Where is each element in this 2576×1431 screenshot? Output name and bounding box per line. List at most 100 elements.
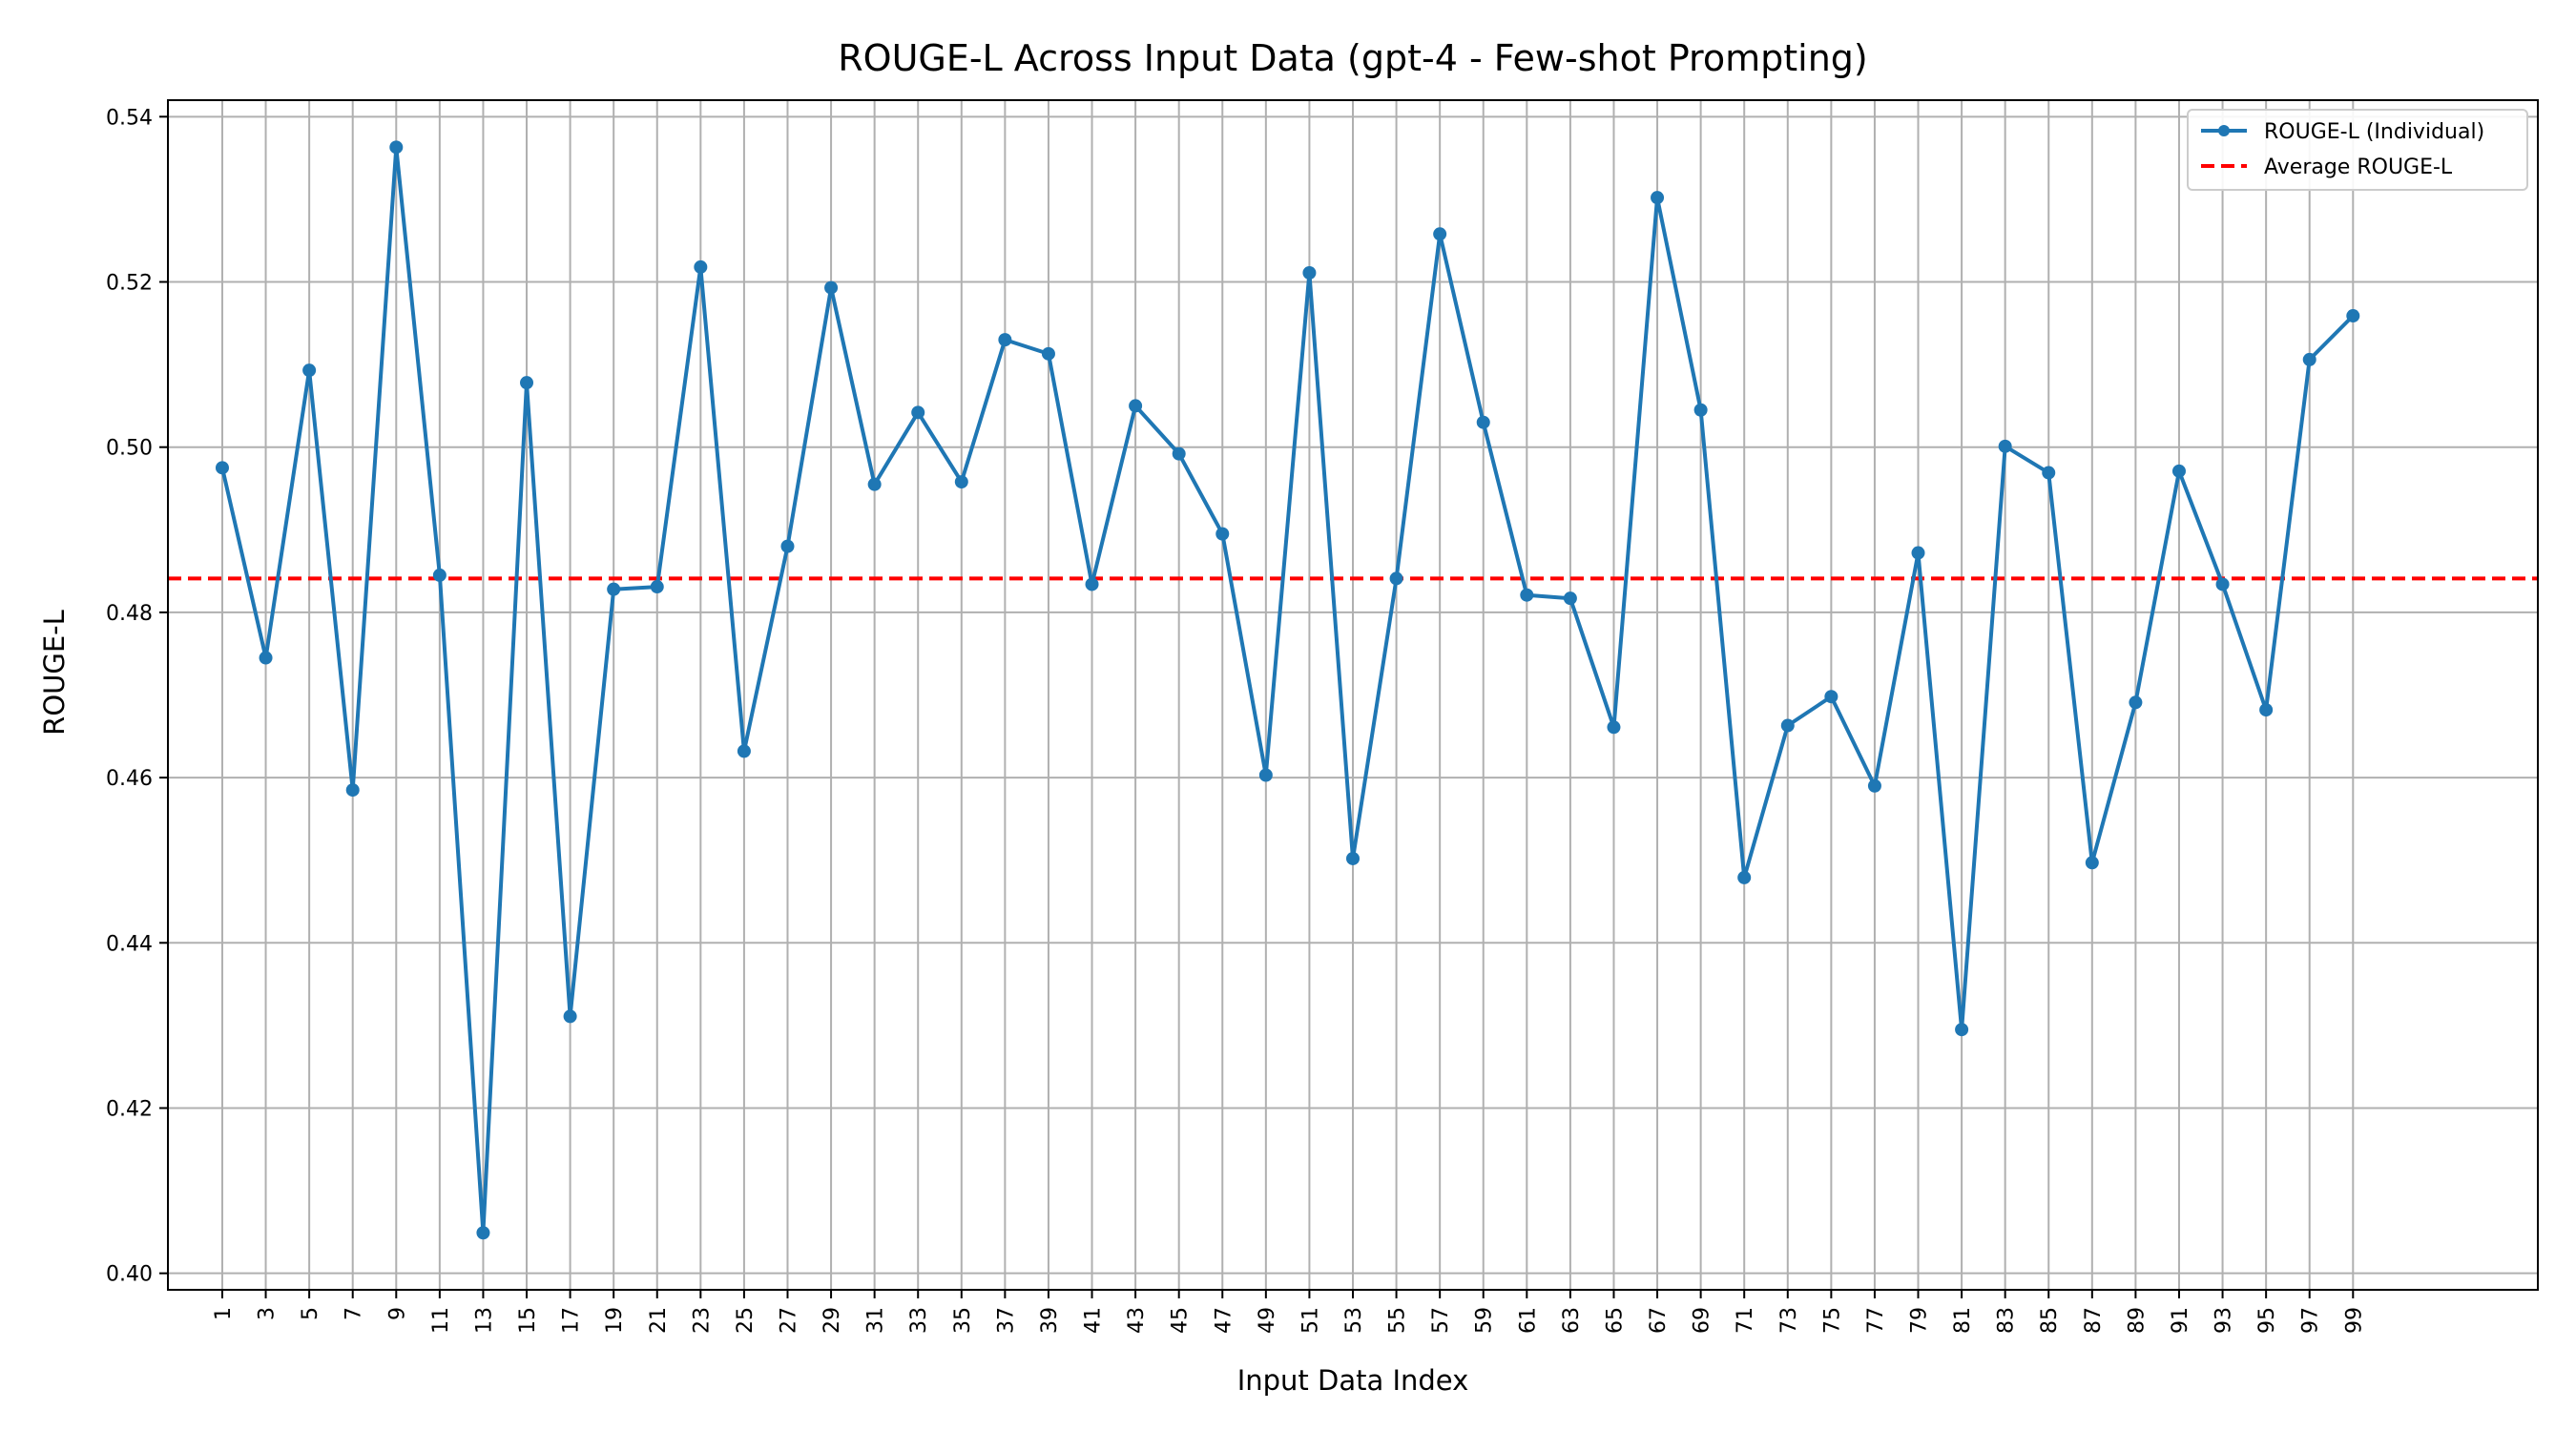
x-tick-label: 13 bbox=[472, 1307, 496, 1334]
data-point bbox=[2346, 309, 2360, 323]
x-tick-label: 71 bbox=[1734, 1307, 1757, 1334]
x-tick-label: 61 bbox=[1516, 1307, 1540, 1334]
x-tick-label: 91 bbox=[2169, 1307, 2192, 1334]
data-point bbox=[2085, 856, 2099, 870]
x-tick-label: 75 bbox=[1820, 1307, 1844, 1334]
legend: ROUGE-L (Individual) Average ROUGE-L bbox=[2187, 109, 2528, 191]
x-tick-label: 57 bbox=[1429, 1307, 1453, 1334]
data-point bbox=[259, 651, 273, 665]
data-point bbox=[1651, 191, 1665, 205]
x-tick-label: 1 bbox=[212, 1307, 236, 1320]
x-tick-label: 79 bbox=[1908, 1307, 1932, 1334]
x-tick-label: 59 bbox=[1473, 1307, 1497, 1334]
x-tick-label: 39 bbox=[1038, 1307, 1062, 1334]
data-point bbox=[2171, 464, 2186, 478]
y-tick-label: 0.42 bbox=[106, 1097, 153, 1121]
data-point bbox=[867, 477, 882, 491]
data-point bbox=[520, 376, 534, 390]
x-tick-label: 19 bbox=[603, 1307, 627, 1334]
data-point bbox=[2129, 695, 2143, 710]
x-tick-label: 31 bbox=[864, 1307, 888, 1334]
x-tick-label: 9 bbox=[385, 1307, 409, 1320]
x-tick-label: 15 bbox=[516, 1307, 540, 1334]
x-tick-label: 65 bbox=[1603, 1307, 1627, 1334]
data-point bbox=[1476, 415, 1490, 429]
data-point bbox=[824, 280, 839, 295]
data-point bbox=[1867, 778, 1881, 793]
y-tick-label: 0.46 bbox=[106, 767, 153, 791]
x-tick-label: 89 bbox=[2125, 1307, 2149, 1334]
x-tick-label: 3 bbox=[256, 1307, 280, 1320]
y-tick-label: 0.48 bbox=[106, 602, 153, 626]
data-point bbox=[1215, 527, 1230, 541]
data-point bbox=[911, 405, 925, 420]
x-tick-label: 87 bbox=[2082, 1307, 2106, 1334]
x-tick-label: 73 bbox=[1777, 1307, 1801, 1334]
legend-individual-marker bbox=[2218, 125, 2230, 136]
data-point bbox=[1129, 399, 1143, 413]
data-point bbox=[607, 582, 621, 596]
x-tick-label: 25 bbox=[734, 1307, 758, 1334]
x-tick-label: 69 bbox=[1691, 1307, 1714, 1334]
data-point bbox=[1346, 851, 1360, 865]
data-point bbox=[737, 744, 751, 758]
x-tick-label: 23 bbox=[690, 1307, 714, 1334]
data-point bbox=[563, 1009, 577, 1024]
x-tick-label: 53 bbox=[1342, 1307, 1366, 1334]
data-point bbox=[476, 1226, 490, 1240]
data-point bbox=[650, 580, 664, 594]
data-point bbox=[2215, 577, 2230, 591]
data-point bbox=[1998, 439, 2012, 453]
x-tick-label: 97 bbox=[2299, 1307, 2323, 1334]
x-ticks: 1 3 5 7 9 11 13 15 17 19 21 23 25 27 29 31 33 35 37 39 41 43 4… bbox=[212, 1290, 2366, 1334]
x-tick-label: 85 bbox=[2038, 1307, 2062, 1334]
x-tick-label: 51 bbox=[1298, 1307, 1322, 1334]
data-point bbox=[1041, 346, 1055, 361]
data-point bbox=[389, 140, 404, 155]
x-tick-label: 49 bbox=[1256, 1307, 1279, 1334]
x-tick-label: 93 bbox=[2212, 1307, 2236, 1334]
series-layer bbox=[215, 140, 2360, 1240]
x-tick-label: 77 bbox=[1864, 1307, 1888, 1334]
data-point bbox=[1780, 718, 1795, 733]
data-point bbox=[215, 461, 229, 475]
data-point bbox=[1693, 403, 1708, 417]
data-point bbox=[694, 259, 708, 274]
y-tick-label: 0.52 bbox=[106, 272, 153, 296]
data-point bbox=[1607, 720, 1621, 735]
x-tick-label: 17 bbox=[560, 1307, 584, 1334]
data-point bbox=[2259, 703, 2274, 717]
data-point bbox=[1172, 446, 1186, 461]
x-tick-label: 43 bbox=[1125, 1307, 1149, 1334]
legend-average-label: Average ROUGE-L bbox=[2264, 156, 2453, 179]
data-point bbox=[302, 363, 317, 378]
x-tick-label: 33 bbox=[907, 1307, 931, 1334]
x-tick-label: 67 bbox=[1647, 1307, 1671, 1334]
data-point bbox=[1520, 588, 1534, 602]
x-tick-label: 7 bbox=[343, 1307, 366, 1320]
data-point bbox=[1824, 690, 1839, 704]
legend-individual-label: ROUGE-L (Individual) bbox=[2264, 120, 2484, 144]
y-tick-label: 0.50 bbox=[106, 437, 153, 461]
data-point bbox=[780, 539, 795, 553]
data-point bbox=[998, 333, 1012, 347]
series-line-individual bbox=[220, 145, 2355, 1235]
y-tick-label: 0.54 bbox=[106, 106, 153, 130]
y-tick-label: 0.44 bbox=[106, 932, 153, 956]
x-tick-label: 11 bbox=[429, 1307, 453, 1334]
data-point bbox=[1302, 265, 1317, 280]
x-tick-label: 47 bbox=[1212, 1307, 1236, 1334]
data-point bbox=[1911, 546, 1925, 560]
data-point bbox=[1955, 1023, 1969, 1037]
x-tick-label: 99 bbox=[2342, 1307, 2366, 1334]
data-point bbox=[1258, 768, 1273, 782]
y-tick-label: 0.40 bbox=[106, 1263, 153, 1287]
x-tick-label: 27 bbox=[777, 1307, 800, 1334]
x-tick-label: 81 bbox=[1951, 1307, 1975, 1334]
x-tick-label: 29 bbox=[821, 1307, 844, 1334]
y-axis-label: ROUGE-L bbox=[38, 610, 71, 736]
data-point bbox=[1433, 227, 1447, 241]
x-tick-label: 35 bbox=[951, 1307, 975, 1334]
x-tick-label: 95 bbox=[2255, 1307, 2279, 1334]
